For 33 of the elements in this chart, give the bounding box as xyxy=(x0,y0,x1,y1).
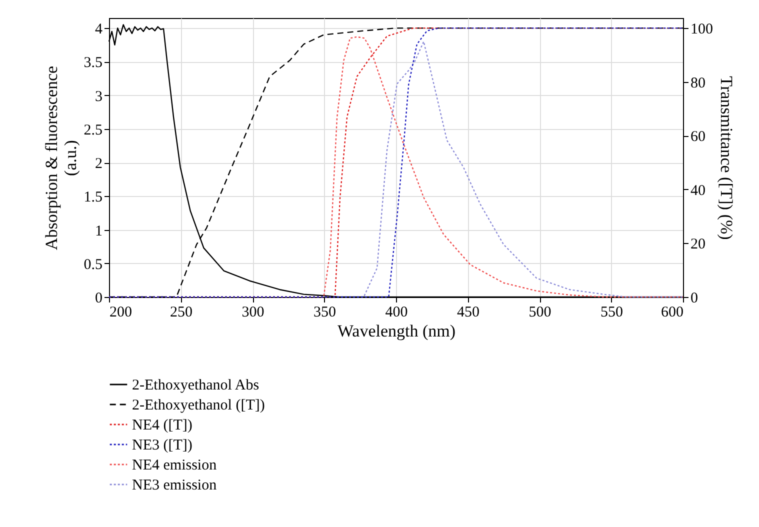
x-axis-title: Wavelength (nm) xyxy=(337,322,456,340)
y2-axis-title: Transmittance ([T]) (%) xyxy=(717,76,736,240)
legend-label: 2-Ethoxyethanol Abs xyxy=(132,378,260,394)
x-tick-label: 550 xyxy=(600,304,623,320)
y-tick-label: 3 xyxy=(95,88,102,105)
y2-tick-label: 100 xyxy=(690,22,713,38)
legend-label: NE3 emission xyxy=(132,478,218,494)
y-tick-label: 2.5 xyxy=(84,122,102,138)
y2-tick-label: 80 xyxy=(690,75,706,92)
legend-label: 2-Ethoxyethanol ([T]) xyxy=(132,398,265,414)
y-tick-label: 1 xyxy=(95,223,102,240)
x-tick-label: 350 xyxy=(314,304,336,320)
x-tick-label: 400 xyxy=(385,304,408,320)
x-tick-label: 200 xyxy=(110,304,132,320)
y-tick-label: 1.5 xyxy=(84,190,102,206)
y-tick-label: 0 xyxy=(95,290,102,306)
y2-tick-label: 40 xyxy=(690,182,706,199)
x-tick-label: 300 xyxy=(242,304,264,320)
legend-label: NE3 ([T]) xyxy=(132,438,192,454)
x-tick-label: 250 xyxy=(170,304,192,320)
y-tick-label: 2 xyxy=(95,156,102,172)
x-tick-label: 600 xyxy=(661,304,684,320)
y-axis-title: Absorption & fluorescence (a.u.) xyxy=(42,66,80,250)
y-tick-label: 4 xyxy=(95,22,103,38)
x-tick-label: 500 xyxy=(528,304,552,320)
legend-label: NE4 emission xyxy=(132,458,218,474)
y2-tick-label: 20 xyxy=(690,236,706,253)
y2-tick-label: 0 xyxy=(690,290,698,306)
y-tick-label: 3.5 xyxy=(84,55,102,72)
legend-label: NE4 ([T]) xyxy=(132,418,192,434)
y2-tick-label: 60 xyxy=(690,129,706,146)
x-tick-label: 450 xyxy=(457,304,480,320)
y-tick-label: 0.5 xyxy=(84,256,102,273)
